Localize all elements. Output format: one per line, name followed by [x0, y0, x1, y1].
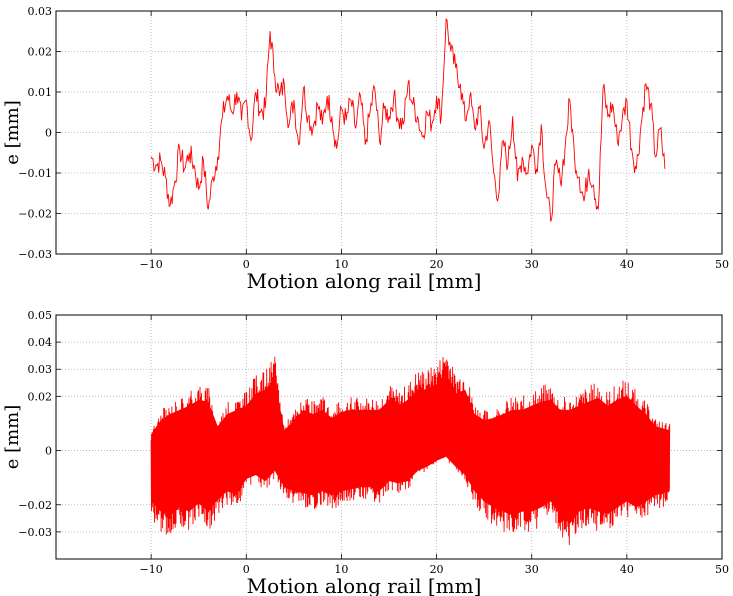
chart2-ytick-label-1: −0.02	[18, 499, 52, 512]
chart2-ytick-label-5: 0.04	[28, 336, 53, 349]
chart1-ylabel: e [mm]	[2, 100, 23, 165]
chart2-ytick-label-4: 0.03	[28, 363, 53, 376]
chart2-ytick-label-0: −0.03	[18, 526, 52, 539]
chart1-xtick-label-0: −10	[140, 258, 163, 271]
chart1-ytick-label-2: −0.01	[18, 167, 52, 180]
chart1-ytick-label-3: 0	[45, 127, 52, 140]
chart1-ytick-label-0: −0.03	[18, 248, 52, 261]
chart1-xlabel: Motion along rail [mm]	[247, 269, 482, 293]
chart1-ytick-label-6: 0.03	[28, 5, 53, 18]
chart2-xlabel: Motion along rail [mm]	[247, 574, 482, 596]
chart2-xtick-label-5: 40	[620, 563, 634, 576]
chart2-xtick-label-0: −10	[140, 563, 163, 576]
chart2-xtick-label-4: 30	[525, 563, 539, 576]
chart1-ytick-label-1: −0.02	[18, 208, 52, 221]
chart2-ytick-label-2: 0	[45, 445, 52, 458]
chart1-xtick-label-6: 50	[715, 258, 729, 271]
chart1-xtick-label-4: 30	[525, 258, 539, 271]
chart1-ytick-label-5: 0.02	[28, 46, 53, 59]
chart1-group: −10 0 10 20 30 40 50−0.03−0.02−0.0100.010.020.…	[2, 5, 729, 293]
chart2-ylabel: e [mm]	[2, 405, 23, 470]
chart1-xtick-label-5: 40	[620, 258, 634, 271]
chart2-ytick-label-6: 0.05	[28, 309, 53, 322]
chart2-xtick-label-6: 50	[715, 563, 729, 576]
chart2-group: −10 0 10 20 30 40 50−0.03−0.0200.020.030.040.0…	[2, 309, 729, 596]
chart1-ytick-label-4: 0.01	[28, 86, 53, 99]
chart2-ytick-label-3: 0.02	[28, 390, 53, 403]
